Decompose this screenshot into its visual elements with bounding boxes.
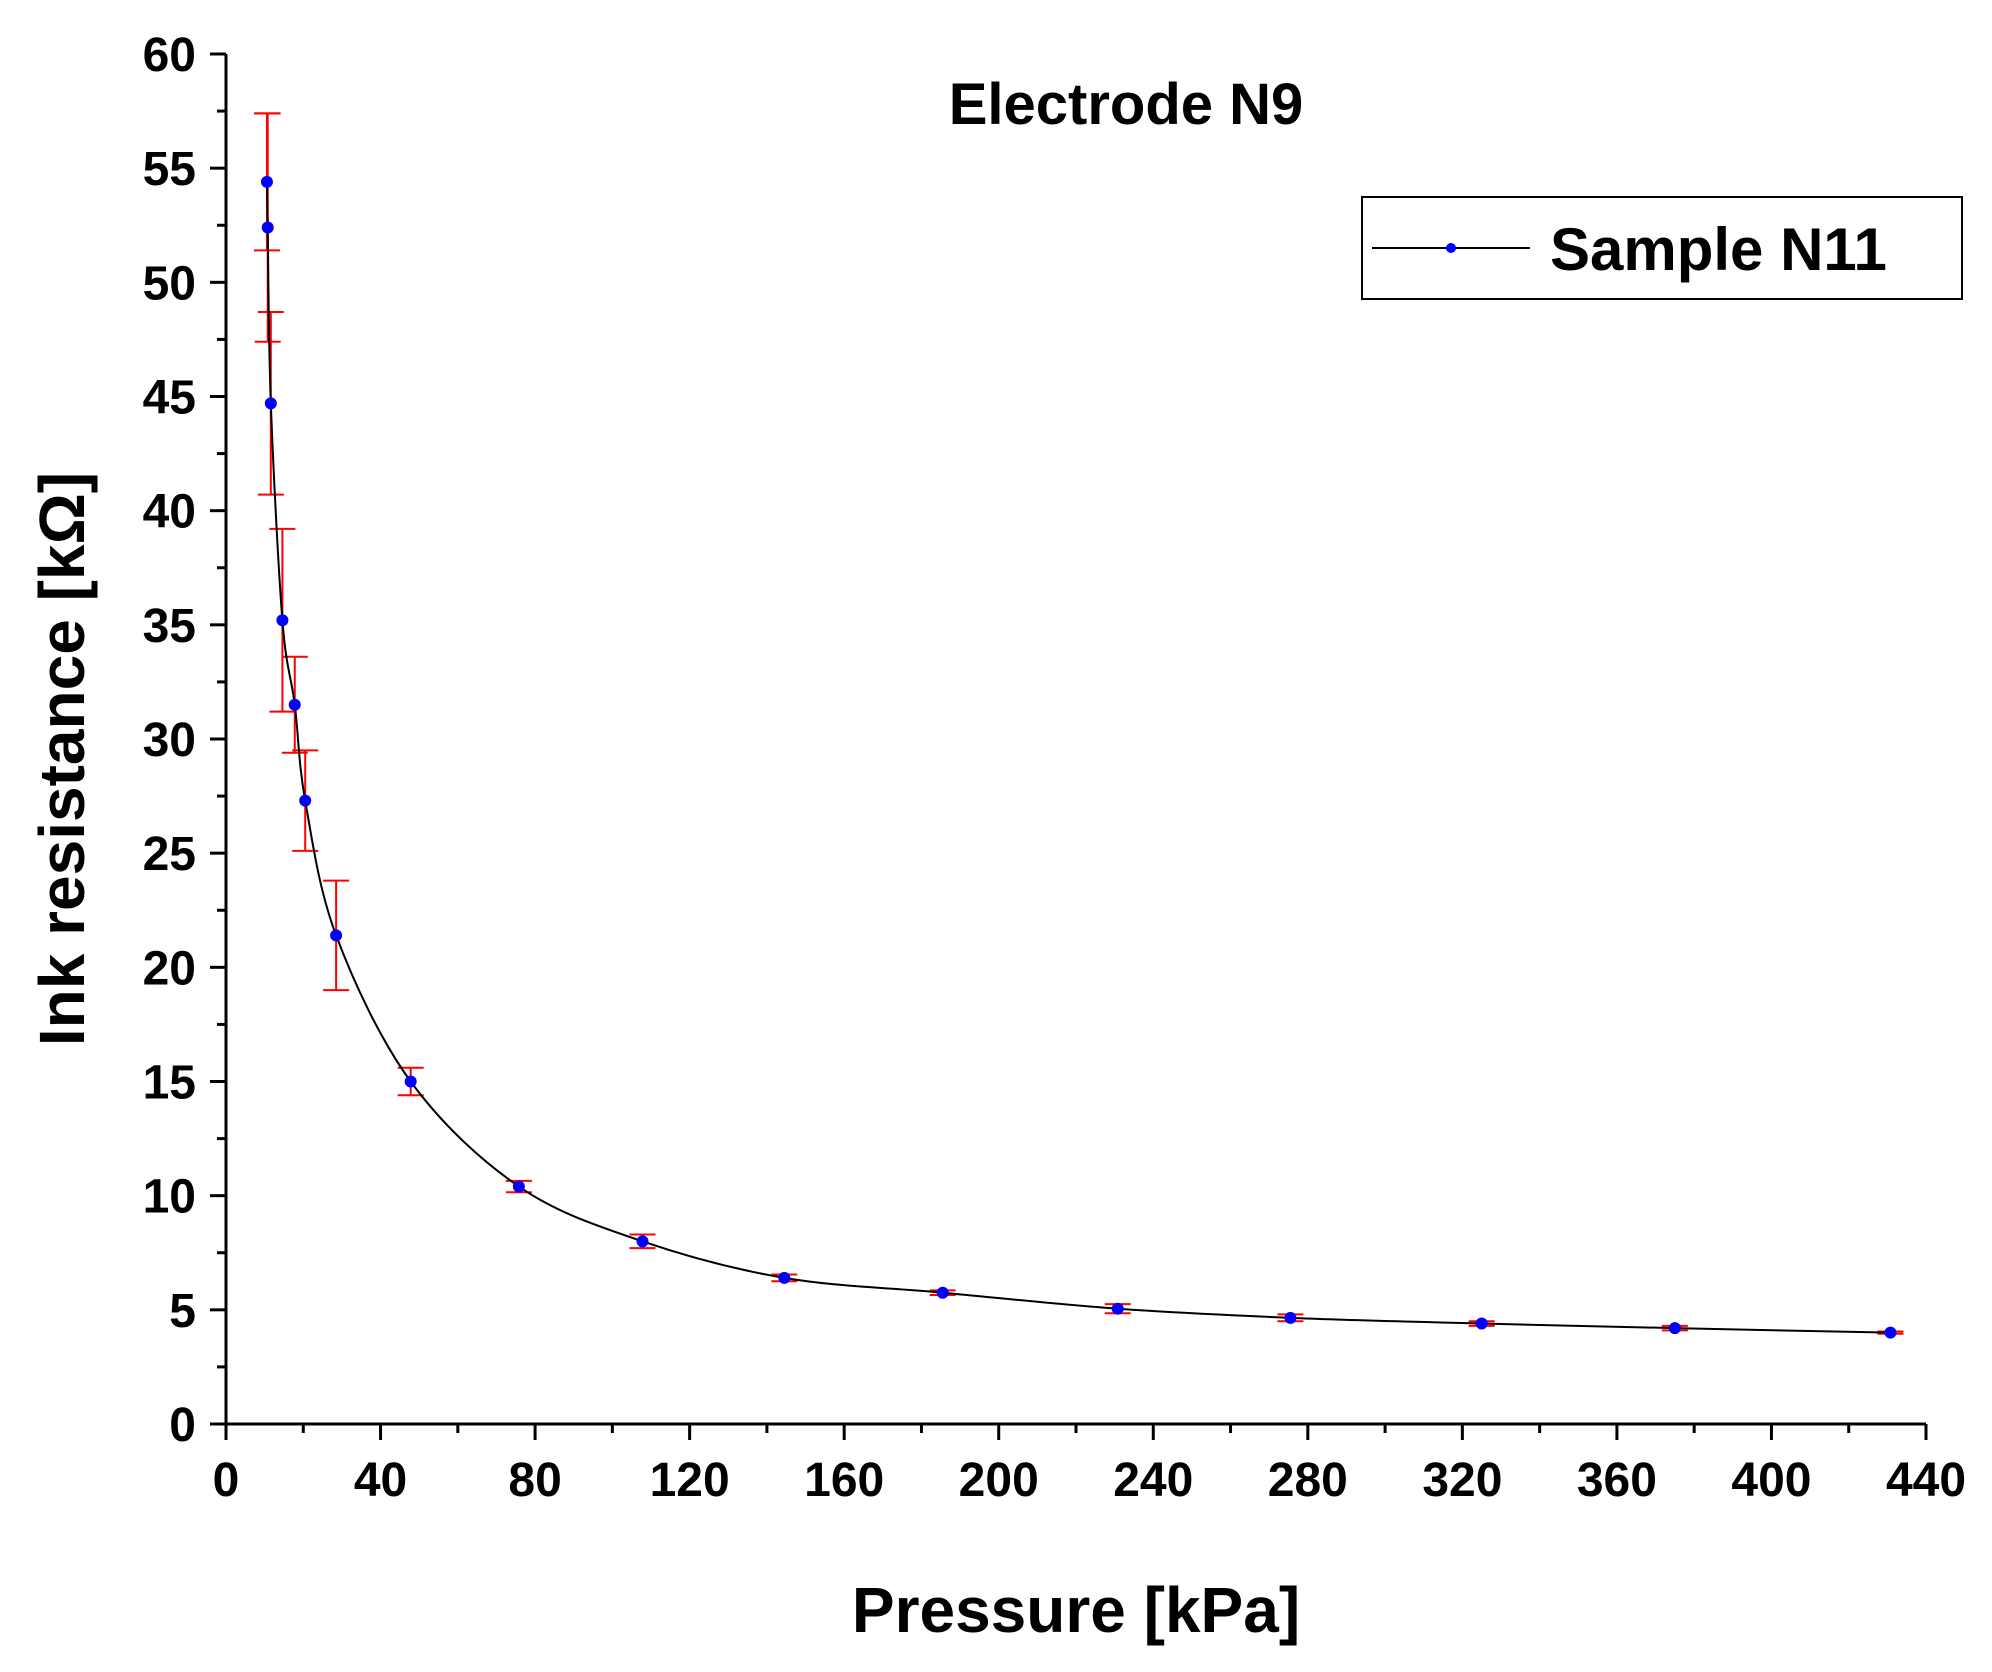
legend-marker-sample [1446, 243, 1456, 253]
y-tick-label: 15 [143, 1057, 196, 1110]
x-tick-label: 40 [354, 1454, 407, 1507]
y-tick-label: 25 [143, 828, 196, 881]
data-point [1284, 1311, 1297, 1324]
x-tick-label: 440 [1886, 1454, 1966, 1507]
x-tick-label: 160 [804, 1454, 884, 1507]
series-line [265, 181, 1891, 1334]
data-point [1668, 1322, 1681, 1335]
x-tick-label: 400 [1731, 1454, 1811, 1507]
legend: Sample N11 [1361, 196, 1963, 300]
y-tick-label: 5 [169, 1285, 196, 1338]
data-point [778, 1271, 791, 1284]
y-tick-label: 35 [143, 600, 196, 653]
x-axis-title: Pressure [kPa] [852, 1574, 1300, 1646]
data-point [264, 397, 277, 410]
data-point [288, 698, 301, 711]
y-tick-label: 30 [143, 714, 196, 767]
x-tick-label: 320 [1422, 1454, 1502, 1507]
x-tick-label: 0 [213, 1454, 240, 1507]
x-tick-label: 360 [1577, 1454, 1657, 1507]
data-point [936, 1286, 949, 1299]
data-point [1111, 1302, 1124, 1315]
data-point [261, 221, 274, 234]
x-tick-label: 200 [959, 1454, 1039, 1507]
data-markers [260, 175, 1897, 1339]
y-tick-label: 60 [143, 29, 196, 82]
data-point [260, 175, 273, 188]
y-tick-label: 0 [169, 1399, 196, 1452]
y-axis-title: Ink resistance [kΩ] [26, 472, 98, 1046]
x-tick-label: 240 [1113, 1454, 1193, 1507]
axes: 0 40 80 120 160 200 240 280 320 360 400 440 0 5 10 15 20… [143, 29, 1966, 1507]
chart-title: Electrode N9 [949, 72, 1304, 137]
y-tick-label: 55 [143, 143, 196, 196]
y-tick-label: 10 [143, 1171, 196, 1224]
x-tick-label: 280 [1268, 1454, 1348, 1507]
series-line-group [265, 181, 1891, 1334]
data-point [1475, 1317, 1488, 1330]
data-point [299, 794, 312, 807]
data-point [512, 1180, 525, 1193]
y-tick-label: 40 [143, 486, 196, 539]
data-point [276, 614, 289, 627]
y-tick-label: 45 [143, 372, 196, 425]
legend-label-sample: Sample N11 [1550, 216, 1887, 283]
x-tick-label: 120 [650, 1454, 730, 1507]
data-point [330, 929, 343, 942]
y-tick-label: 50 [143, 257, 196, 310]
x-tick-label: 80 [508, 1454, 561, 1507]
data-point [1884, 1326, 1897, 1339]
data-point [404, 1075, 417, 1088]
y-tick-label: 20 [143, 942, 196, 995]
data-point [636, 1235, 649, 1248]
